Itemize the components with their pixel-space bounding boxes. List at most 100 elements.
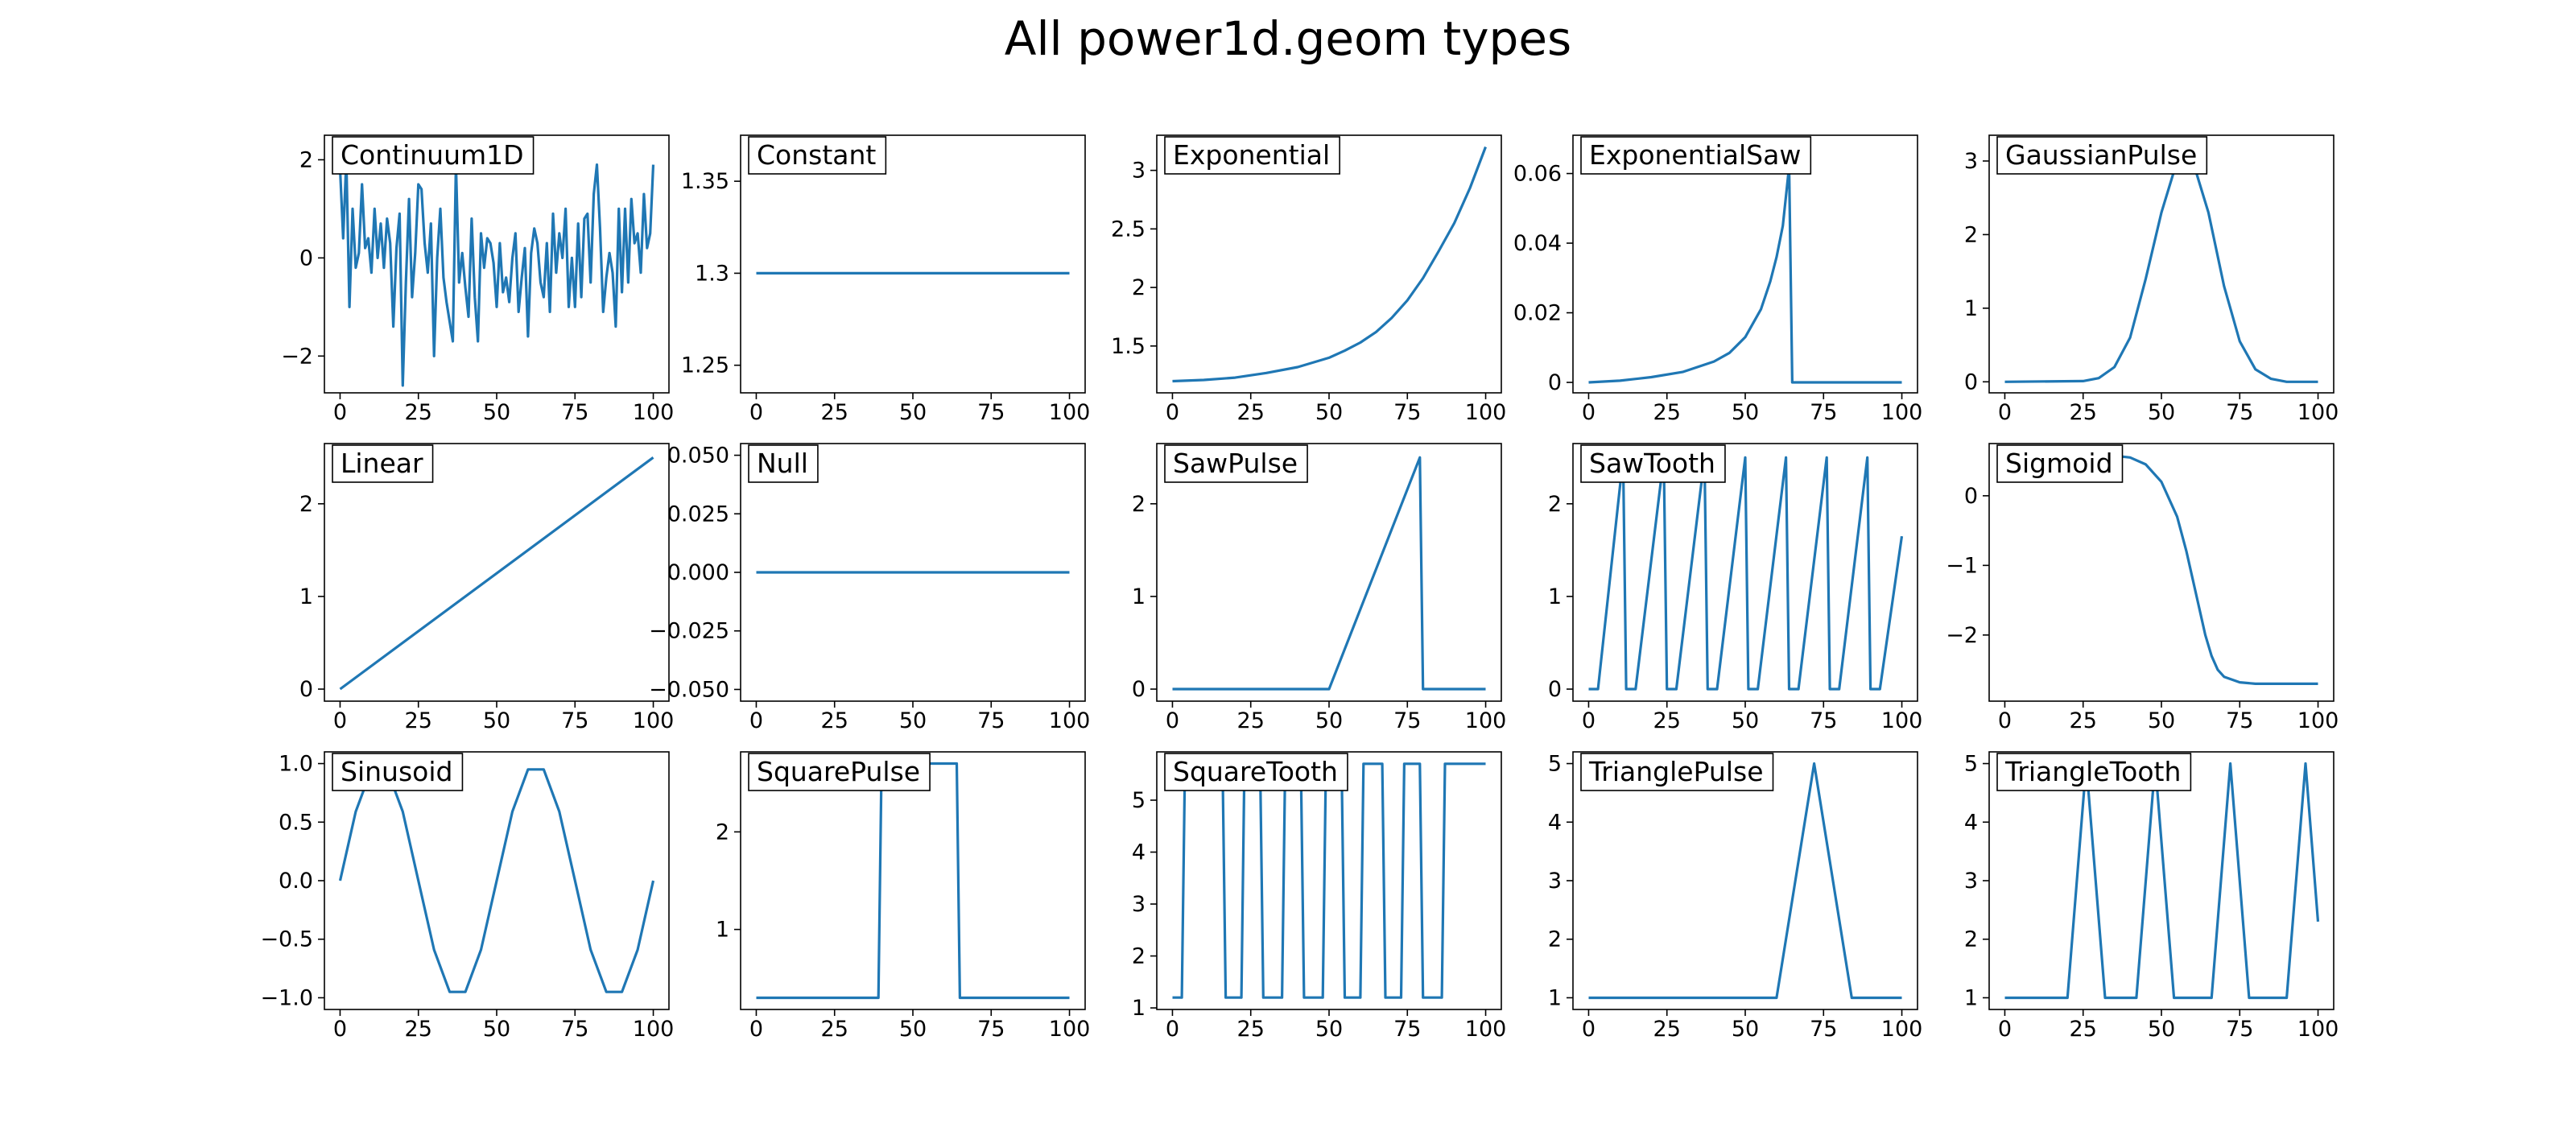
subplot-title: ExponentialSaw <box>1589 139 1801 171</box>
x-tick-label: 0 <box>749 400 763 425</box>
y-tick-label: 0 <box>299 246 313 270</box>
y-tick-label: 5 <box>1964 752 1978 777</box>
y-tick-label: 2 <box>1132 275 1146 300</box>
y-tick-label: −0.025 <box>649 619 729 644</box>
x-tick-label: 25 <box>2070 1017 2097 1042</box>
x-tick-label: 100 <box>2297 400 2339 425</box>
x-tick-label: 50 <box>1315 708 1343 733</box>
x-tick-label: 50 <box>1732 1017 1759 1042</box>
y-tick-label: −1.0 <box>260 985 313 1010</box>
series-line <box>1172 456 1486 691</box>
subplot-label-box <box>1580 753 1774 791</box>
y-tick-label: 0.050 <box>667 444 729 469</box>
subplot: 0 25 50 75 100 0 1 2 SawTooth <box>1548 443 1923 733</box>
subplot: 0 25 50 75 100 1 2 3 4 5 TrianglePulse <box>1548 751 1923 1042</box>
y-tick-label: 1.5 <box>1111 334 1146 359</box>
y-tick-label: 1.25 <box>681 353 729 378</box>
subplot: 0 25 50 75 100 −1.0 −0.5 0.0 0.5 1.0 Sinusoid <box>260 751 674 1042</box>
x-tick-label: 75 <box>2226 1017 2253 1042</box>
subplot-label-box <box>748 136 887 175</box>
subplot-label: TrianglePulse <box>1580 753 1774 791</box>
subplot-label-box <box>1996 444 2124 483</box>
subplot: 0 25 50 75 100 −2 −1 0 Sigmoid <box>1946 443 2339 733</box>
subplot-label: TriangleTooth <box>1996 753 2192 791</box>
subplot-label: SawTooth <box>1580 444 1726 483</box>
x-tick-label: 75 <box>561 708 588 733</box>
x-tick-label: 25 <box>405 1017 432 1042</box>
subplot: 0 25 50 75 100 0 1 2 3 GaussianPulse <box>1964 134 2339 425</box>
subplot: 0 25 50 75 100 0 1 2 Linear <box>299 443 675 733</box>
x-tick-label: 75 <box>977 1017 1005 1042</box>
subplot-label-box <box>1996 753 2192 791</box>
x-tick-label: 75 <box>1810 400 1837 425</box>
subplot-label-box <box>332 444 434 483</box>
y-tick-label: 2 <box>716 819 729 844</box>
x-tick-label: 50 <box>483 400 510 425</box>
x-tick-label: 0 <box>1582 1017 1596 1042</box>
x-tick-label: 75 <box>561 400 588 425</box>
x-tick-label: 0 <box>333 400 347 425</box>
y-tick-label: 3 <box>1548 869 1562 894</box>
y-tick-label: 4 <box>1964 810 1978 835</box>
y-tick-label: 2 <box>1548 927 1562 952</box>
series-line <box>1172 146 1487 383</box>
y-tick-label: 0 <box>1964 484 1978 509</box>
series-line <box>756 762 1070 1000</box>
subplot-label: GaussianPulse <box>1996 136 2208 175</box>
subplot-label: Sigmoid <box>1996 444 2124 483</box>
x-tick-label: 50 <box>899 400 927 425</box>
subplot: 0 25 50 75 100 −0.050 −0.025 0.000 0.025 0.050 Nul… <box>649 443 1090 733</box>
subplot-title: Constant <box>757 139 876 171</box>
y-tick-label: 4 <box>1548 810 1562 835</box>
x-tick-label: 50 <box>483 1017 510 1042</box>
subplot-label: SawPulse <box>1164 444 1308 483</box>
subplot-label-box <box>748 753 931 791</box>
y-tick-label: 5 <box>1548 752 1562 777</box>
series-line <box>338 768 655 993</box>
subplot-title: Linear <box>341 448 423 479</box>
subplot-title: Sigmoid <box>2005 448 2113 479</box>
x-tick-label: 0 <box>1998 1017 2012 1042</box>
subplot: 0 25 50 75 100 1 2 SquarePulse <box>716 751 1090 1042</box>
subplot-title: TriangleTooth <box>2004 756 2181 787</box>
x-tick-label: 100 <box>1881 708 1923 733</box>
subplot-label-box <box>1996 136 2208 175</box>
y-tick-label: 2 <box>299 492 313 517</box>
y-tick-label: 2 <box>1132 492 1146 517</box>
x-tick-label: 0 <box>1998 708 2012 733</box>
x-tick-label: 100 <box>1465 1017 1507 1042</box>
x-tick-label: 0 <box>1582 708 1596 733</box>
x-tick-label: 0 <box>333 1017 347 1042</box>
x-tick-label: 100 <box>1881 1017 1923 1042</box>
x-tick-label: 100 <box>633 708 675 733</box>
y-tick-label: −2 <box>281 344 313 369</box>
x-tick-label: 0 <box>749 1017 763 1042</box>
x-tick-label: 75 <box>2226 708 2253 733</box>
subplot: 0 25 50 75 100 1.25 1.3 1.35 Constant <box>681 134 1091 425</box>
subplot: 0 25 50 75 100 0 1 2 SawPulse <box>1132 443 1507 733</box>
subplot-label: Constant <box>748 136 887 175</box>
y-tick-label: 0.025 <box>667 502 729 526</box>
x-tick-label: 50 <box>2148 708 2175 733</box>
y-tick-label: 1 <box>716 918 729 943</box>
x-tick-label: 100 <box>1465 708 1507 733</box>
x-tick-label: 75 <box>977 708 1005 733</box>
x-tick-label: 50 <box>483 708 510 733</box>
x-tick-label: 25 <box>405 400 432 425</box>
subplot-title: Exponential <box>1173 139 1330 171</box>
figure-title: All power1d.geom types <box>1004 11 1572 66</box>
y-tick-label: 2 <box>1132 944 1146 969</box>
y-tick-label: 0.5 <box>279 810 313 835</box>
x-tick-label: 75 <box>1810 1017 1837 1042</box>
y-tick-label: −2 <box>1946 623 1978 648</box>
subplot-label: SquarePulse <box>748 753 931 791</box>
y-tick-label: 0.000 <box>667 560 729 585</box>
x-tick-label: 50 <box>1315 1017 1343 1042</box>
subplot-title: SquareTooth <box>1173 756 1338 787</box>
y-tick-label: 5 <box>1132 788 1146 813</box>
y-tick-label: 0 <box>1548 370 1562 395</box>
subplot: 0 25 50 75 100 1.5 2 2.5 3 Exponential <box>1111 134 1506 425</box>
subplot-label: Exponential <box>1164 136 1340 175</box>
x-tick-label: 100 <box>1049 400 1091 425</box>
